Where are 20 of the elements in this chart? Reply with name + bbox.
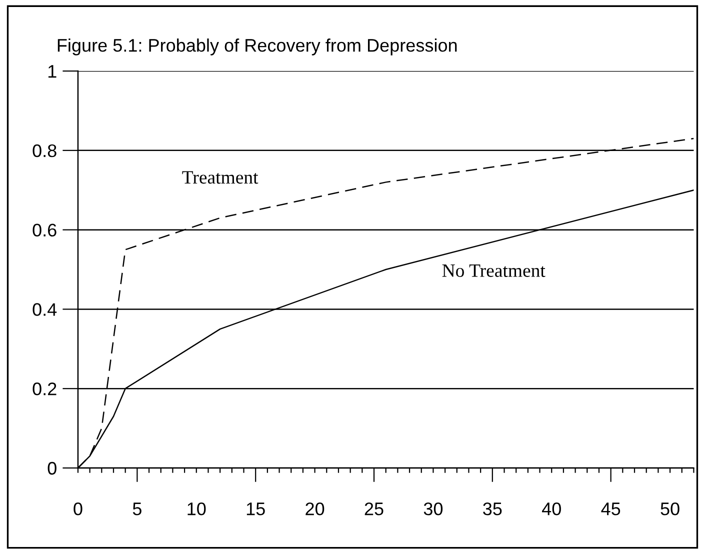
- x-tick-label: 20: [306, 502, 324, 516]
- x-tick-label: 35: [483, 502, 502, 516]
- y-tick-label: 0.2: [32, 382, 56, 396]
- x-tick-label: 5: [132, 502, 142, 516]
- x-tick-label: 10: [188, 502, 206, 516]
- y-tick-label: 0: [48, 462, 56, 475]
- x-tick-label: 45: [601, 502, 620, 516]
- x-tick-label: 40: [542, 502, 561, 516]
- y-tick-label: 0.4: [32, 303, 57, 316]
- series-label: No Treatment: [442, 264, 546, 277]
- x-tick-label: 0: [74, 502, 82, 516]
- x-tick-label: 30: [424, 502, 443, 516]
- y-tick-label: 1: [48, 65, 56, 78]
- chart-title: Figure 5.1: Probably of Recovery from Depression: [58, 38, 457, 56]
- series-label: Treatment: [182, 171, 258, 184]
- y-tick-label: 0.6: [32, 224, 56, 237]
- y-tick-label: 0.8: [32, 144, 56, 158]
- x-tick-label: 25: [364, 502, 384, 516]
- x-tick-label: 50: [660, 502, 680, 516]
- x-tick-label: 15: [246, 502, 265, 516]
